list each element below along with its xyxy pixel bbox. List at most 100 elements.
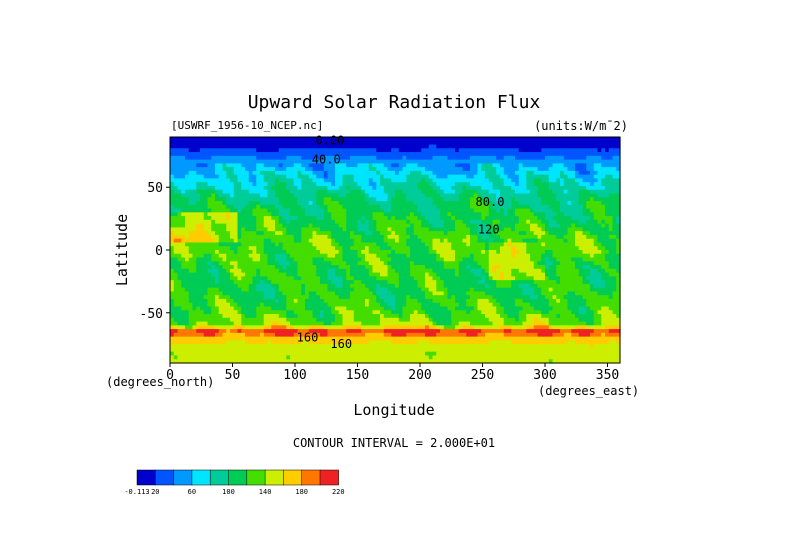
heatmap-cell bbox=[458, 140, 464, 146]
heatmap-cell bbox=[376, 242, 381, 247]
heatmap-cell bbox=[218, 189, 224, 195]
heatmap-cell bbox=[402, 291, 407, 296]
heatmap-cell bbox=[395, 193, 400, 198]
heatmap-cell bbox=[203, 216, 209, 221]
heatmap-cell bbox=[443, 291, 449, 296]
heatmap-cell bbox=[293, 268, 299, 274]
heatmap-cell bbox=[173, 287, 179, 293]
heatmap-cell bbox=[455, 250, 460, 255]
heatmap-cell bbox=[496, 227, 501, 232]
heatmap-cell bbox=[230, 159, 235, 164]
heatmap-cell bbox=[402, 234, 407, 240]
heatmap-cell bbox=[177, 216, 182, 221]
heatmap-cell bbox=[425, 257, 430, 262]
heatmap-cell bbox=[567, 246, 572, 251]
heatmap-cell bbox=[440, 280, 445, 285]
heatmap-cell bbox=[350, 238, 355, 244]
heatmap-cell bbox=[327, 174, 332, 180]
heatmap-cell bbox=[533, 280, 539, 285]
heatmap-cell bbox=[530, 152, 535, 157]
heatmap-cell bbox=[256, 250, 261, 255]
heatmap-cell bbox=[428, 238, 434, 244]
heatmap-cell bbox=[428, 272, 434, 277]
heatmap-cell bbox=[380, 246, 385, 251]
heatmap-cell bbox=[203, 272, 209, 277]
heatmap-cell bbox=[308, 238, 314, 244]
heatmap-cell bbox=[181, 280, 186, 285]
heatmap-cell bbox=[297, 276, 302, 281]
heatmap-cell bbox=[601, 159, 606, 164]
heatmap-cell bbox=[605, 276, 610, 281]
heatmap-cell bbox=[398, 272, 404, 277]
heatmap-cell bbox=[331, 159, 336, 164]
heatmap-cell bbox=[443, 178, 449, 183]
heatmap-cell bbox=[522, 204, 527, 210]
heatmap-cell bbox=[200, 280, 205, 285]
heatmap-cell bbox=[365, 242, 370, 247]
heatmap-cell bbox=[560, 204, 565, 210]
heatmap-cell bbox=[402, 197, 407, 202]
heatmap-cell bbox=[342, 204, 347, 210]
heatmap-cell bbox=[286, 144, 291, 149]
heatmap-cell bbox=[563, 182, 569, 187]
heatmap-cell bbox=[567, 261, 572, 266]
heatmap-cell bbox=[207, 242, 212, 247]
heatmap-cell bbox=[601, 201, 606, 206]
heatmap-cell bbox=[511, 140, 516, 146]
heatmap-cell bbox=[440, 212, 445, 217]
heatmap-cell bbox=[470, 155, 475, 161]
heatmap-cell bbox=[320, 201, 325, 206]
heatmap-cell bbox=[350, 167, 355, 172]
heatmap-cell bbox=[428, 208, 434, 213]
heatmap-cell bbox=[350, 159, 355, 164]
heatmap-cell bbox=[196, 185, 201, 191]
heatmap-cell bbox=[380, 201, 385, 206]
heatmap-cell bbox=[170, 227, 175, 232]
heatmap-cell bbox=[301, 208, 306, 213]
heatmap-cell bbox=[203, 257, 209, 262]
heatmap-cell bbox=[548, 223, 554, 228]
heatmap-cell bbox=[485, 242, 490, 247]
heatmap-cell bbox=[376, 163, 381, 168]
heatmap-cell bbox=[417, 174, 422, 180]
heatmap-cell bbox=[443, 276, 449, 281]
heatmap-cell bbox=[335, 265, 340, 270]
heatmap-cell bbox=[470, 276, 475, 281]
heatmap-cell bbox=[177, 287, 182, 293]
heatmap-cell bbox=[391, 193, 396, 198]
heatmap-cell bbox=[458, 212, 464, 217]
heatmap-cell bbox=[230, 212, 235, 217]
heatmap-cell bbox=[297, 291, 302, 296]
heatmap-cell bbox=[211, 208, 216, 213]
heatmap-cell bbox=[485, 231, 490, 236]
heatmap-cell bbox=[188, 212, 194, 217]
heatmap-cell bbox=[537, 170, 542, 176]
heatmap-cell bbox=[368, 253, 374, 259]
heatmap-cell bbox=[335, 227, 340, 232]
heatmap-cell bbox=[263, 144, 269, 149]
heatmap-cell bbox=[346, 148, 351, 153]
heatmap-cell bbox=[361, 265, 366, 270]
heatmap-cell bbox=[275, 155, 280, 161]
heatmap-cell bbox=[578, 185, 584, 191]
heatmap-cell bbox=[590, 238, 595, 244]
heatmap-cell bbox=[338, 238, 344, 244]
heatmap-cell bbox=[316, 204, 321, 210]
heatmap-cell bbox=[372, 287, 377, 293]
heatmap-cell bbox=[342, 227, 347, 232]
heatmap-cell bbox=[256, 234, 261, 240]
heatmap-cell bbox=[346, 155, 351, 161]
heatmap-cell bbox=[245, 257, 250, 262]
heatmap-cell bbox=[248, 189, 254, 195]
heatmap-cell bbox=[185, 250, 190, 255]
heatmap-cell bbox=[316, 223, 321, 228]
heatmap-cell bbox=[541, 201, 546, 206]
heatmap-cell bbox=[485, 272, 490, 277]
heatmap-cell bbox=[552, 144, 557, 149]
heatmap-cell bbox=[473, 152, 479, 157]
heatmap-cell bbox=[241, 250, 246, 255]
heatmap-cell bbox=[575, 231, 580, 236]
heatmap-cell bbox=[188, 137, 194, 142]
heatmap-cell bbox=[541, 178, 546, 183]
heatmap-cell bbox=[192, 242, 197, 247]
